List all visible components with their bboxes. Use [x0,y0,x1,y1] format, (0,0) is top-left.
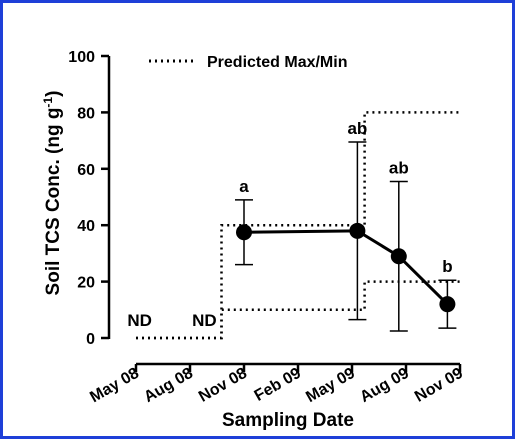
y-axis-title-sup: -1 [41,97,55,108]
legend-label: Predicted Max/Min [207,54,347,71]
axes: 0 20 40 60 80 100 May 08 Aug 08 Nov 08 Feb 09 May … [68,49,466,406]
x-tick-label: Aug 09 [357,365,412,406]
x-tick-label: Nov 09 [412,365,466,406]
y-axis-title-main: Soil TCS Conc. (ng g [43,108,64,296]
data-point [390,248,407,265]
significance-label: a [239,177,249,196]
y-tick-label: 20 [77,275,95,292]
x-tick-label: May 09 [303,365,358,406]
series [236,222,456,313]
x-axis-title: Sampling Date [222,410,354,431]
data-point [349,222,366,239]
y-axis-title-tail: ) [43,91,64,97]
series-line [243,229,449,306]
y-tick-label: 100 [68,49,95,66]
x-tick-label: Aug 08 [141,365,196,406]
legend: Predicted Max/Min [149,54,347,71]
chart: 0 20 40 60 80 100 May 08 Aug 08 Nov 08 Feb 09 May … [41,49,466,431]
significance-label: ab [389,158,409,177]
data-point [439,296,456,313]
x-tick-label: Feb 09 [252,365,304,405]
y-tick-label: 40 [77,218,95,235]
y-tick-label: 0 [86,331,95,348]
predicted-min-line [136,280,460,340]
significance-label: ab [347,119,367,138]
annotations: a ab ab b ND ND [127,119,452,330]
significance-label: b [442,257,452,276]
y-axis-title: Soil TCS Conc. (ng g-1) [41,91,64,296]
x-tick-label: May 08 [87,365,142,406]
nd-label: ND [127,311,152,330]
nd-label: ND [192,311,217,330]
x-tick-label: Nov 08 [196,365,250,406]
data-point [236,224,252,241]
y-tick-label: 60 [77,162,95,179]
predicted-lines [136,111,460,340]
error-bars [235,141,457,332]
predicted-max-line [136,111,460,340]
y-tick-label: 80 [77,105,95,122]
